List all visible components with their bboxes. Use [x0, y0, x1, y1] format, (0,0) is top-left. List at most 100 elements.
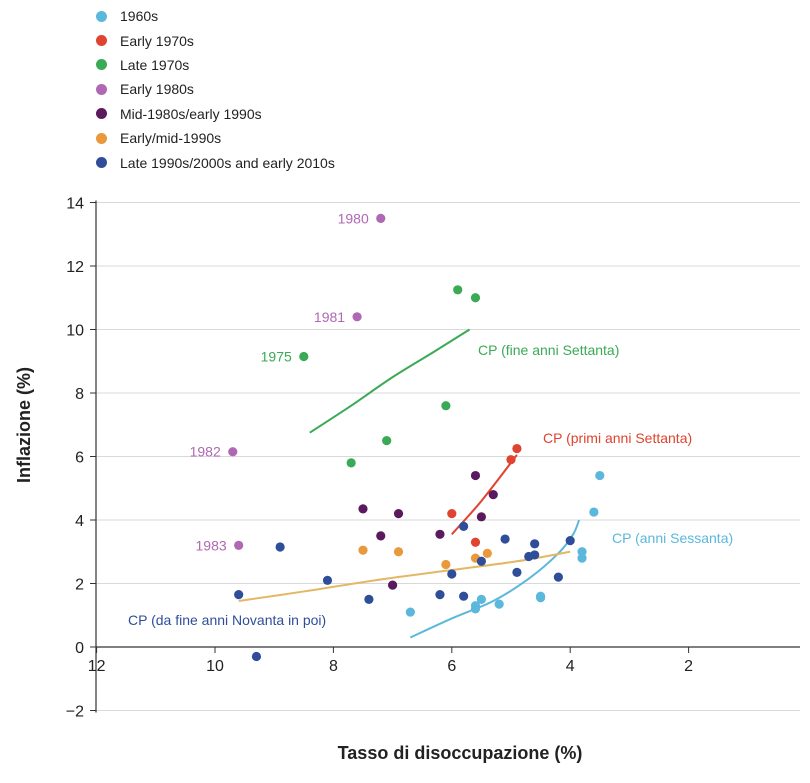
legend-dot — [96, 108, 107, 120]
year-annotation: 1975 — [261, 348, 292, 364]
data-point — [577, 553, 587, 563]
y-tick-label: 0 — [75, 640, 84, 657]
legend-dot — [96, 35, 107, 47]
x-tick-label: 6 — [447, 658, 456, 675]
data-point — [382, 436, 392, 446]
legend-label: Late 1970s — [120, 56, 190, 73]
y-axis-title: Inflazione (%) — [14, 367, 34, 483]
y-tick-label: 12 — [66, 259, 84, 276]
data-point — [536, 591, 546, 601]
data-point — [435, 590, 445, 600]
data-point — [470, 293, 481, 303]
data-point — [459, 591, 469, 601]
legend-dot — [96, 59, 107, 71]
legend-label: Late 1990s/2000s and early 2010s — [120, 154, 335, 171]
data-point — [251, 651, 262, 662]
data-point — [393, 509, 404, 519]
legend-label: Early 1970s — [120, 32, 194, 49]
data-point — [530, 550, 540, 560]
data-point — [589, 507, 599, 517]
legend-item: 1960s — [96, 4, 335, 28]
data-point — [441, 559, 451, 570]
data-point — [405, 607, 415, 617]
phillips-curve-line — [309, 328, 471, 434]
data-point — [352, 312, 362, 322]
y-tick-label: 10 — [66, 323, 84, 340]
data-point — [459, 521, 469, 531]
legend-dot — [96, 132, 107, 144]
data-point — [299, 351, 309, 362]
curve-label: CP (anni Sessanta) — [612, 530, 733, 546]
data-point — [322, 575, 333, 585]
data-points — [228, 213, 605, 662]
data-point — [376, 213, 386, 223]
data-point — [488, 490, 498, 500]
y-tick-label: 2 — [75, 577, 84, 594]
data-point — [435, 529, 445, 539]
legend-label: Early 1980s — [120, 81, 194, 98]
data-point — [447, 569, 457, 579]
legend-dot — [96, 10, 107, 22]
curve-label: CP (da fine anni Novanta in poi) — [128, 612, 326, 628]
data-point — [530, 539, 540, 549]
data-point — [470, 537, 481, 547]
data-point — [234, 540, 244, 551]
data-point — [565, 536, 575, 546]
legend-item: Early 1980s — [96, 77, 335, 101]
year-annotation: 1983 — [196, 537, 227, 553]
phillips-curve-line — [451, 454, 518, 535]
legend-item: Early/mid-1990s — [96, 126, 335, 150]
y-tick-label: 14 — [66, 196, 84, 213]
data-point — [500, 534, 510, 544]
annotations: 1980 1981 1975 1982 1983 — [190, 210, 369, 553]
year-annotation: 1981 — [314, 309, 345, 325]
legend-item: Early 1970s — [96, 28, 335, 52]
data-point — [470, 470, 481, 481]
data-point — [364, 594, 374, 604]
y-tick-label: 6 — [75, 450, 84, 467]
data-point — [595, 470, 605, 481]
data-point — [476, 512, 486, 522]
y-tick-label: −2 — [66, 704, 84, 721]
curve-label: CP (fine anni Settanta) — [478, 342, 619, 358]
x-tick-label: 10 — [206, 658, 224, 675]
grid-lines — [96, 202, 800, 711]
data-point — [388, 580, 398, 590]
data-point — [358, 545, 368, 555]
data-point — [358, 504, 368, 514]
curve-label: CP (primi anni Settanta) — [543, 430, 692, 446]
data-point — [553, 572, 563, 582]
legend-label: Early/mid-1990s — [120, 130, 222, 147]
year-annotation: 1980 — [338, 210, 369, 226]
legend-item: Late 1990s/2000s and early 2010s — [96, 150, 335, 174]
data-point — [470, 604, 481, 614]
legend-dot — [96, 157, 107, 169]
legend-item: Mid-1980s/early 1990s — [96, 102, 335, 126]
x-tick-label: 2 — [684, 658, 693, 675]
data-point — [228, 447, 238, 457]
data-point — [494, 599, 504, 609]
data-point — [476, 556, 486, 566]
year-annotation: 1982 — [190, 444, 221, 460]
data-point — [234, 590, 244, 600]
data-point — [453, 285, 463, 295]
x-axis-title: Tasso di disoccupazione (%) — [338, 743, 583, 763]
legend-item: Late 1970s — [96, 53, 335, 77]
y-tick-label: 8 — [75, 386, 84, 403]
legend-dot — [96, 83, 107, 95]
phillips-curve-line — [409, 519, 581, 639]
y-tick-label: 4 — [75, 513, 84, 530]
phillips-curve-line — [238, 550, 571, 602]
data-point — [346, 458, 356, 468]
data-point — [376, 531, 386, 541]
data-point — [441, 401, 451, 411]
phillips-curves: CP (anni Sessanta) CP (primi anni Settant… — [128, 328, 733, 639]
data-point — [577, 547, 587, 557]
legend-label: Mid-1980s/early 1990s — [120, 105, 262, 122]
data-point — [512, 567, 522, 577]
data-point — [482, 548, 492, 558]
legend: 1960s Early 1970s Late 1970s Early 1980s Mid… — [96, 4, 335, 175]
legend-label: 1960s — [120, 8, 159, 25]
data-point — [476, 594, 486, 604]
